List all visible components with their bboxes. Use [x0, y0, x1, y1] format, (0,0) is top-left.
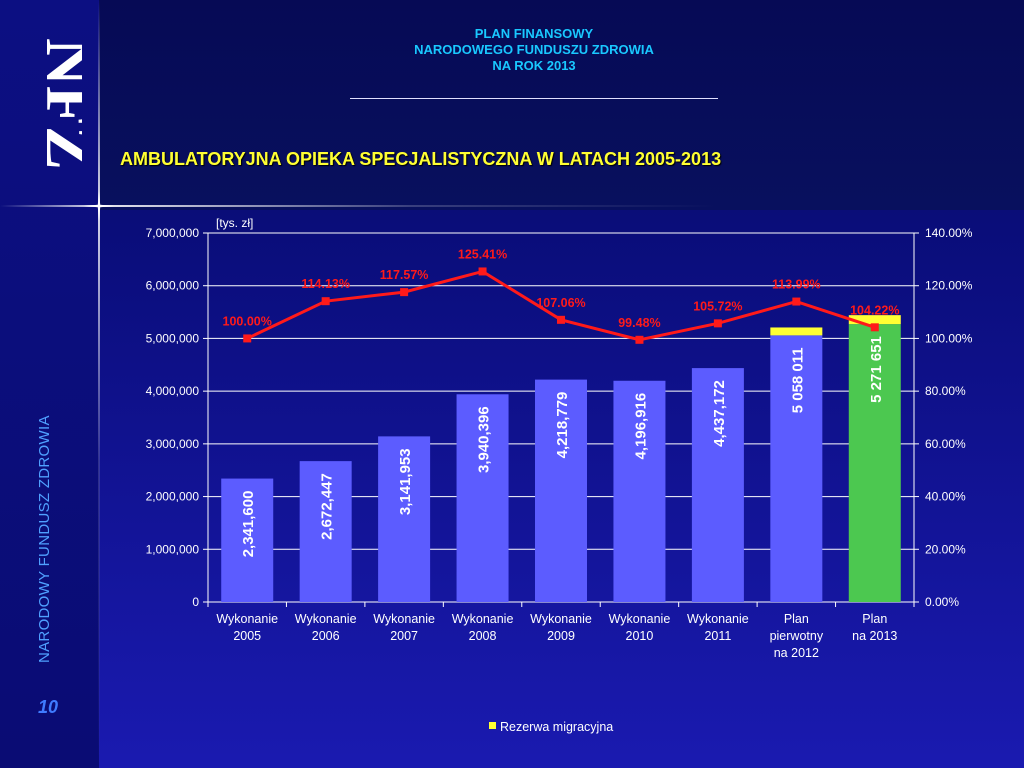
bar [535, 379, 587, 602]
percent-label: 107.06% [536, 296, 585, 310]
title-line-3: NA ROK 2013 [492, 58, 576, 73]
percent-label: 117.57% [380, 268, 429, 282]
bar-value-label: 3,141,953 [397, 448, 414, 515]
y-tick-label: 0 [192, 595, 199, 609]
page-number: 10 [38, 697, 59, 717]
x-tick-label: pierwotny [770, 629, 824, 643]
percent-marker [870, 323, 879, 332]
bar [848, 324, 901, 602]
percent-marker [635, 335, 644, 344]
percent-label: 113.99% [772, 278, 821, 292]
x-tick-label: na 2012 [774, 646, 819, 660]
x-tick-label: Wykonanie [373, 612, 435, 626]
y-tick-label: 1,000,000 [146, 542, 200, 556]
percent-marker [321, 297, 330, 306]
y2-tick-label: 140.00% [925, 226, 973, 240]
y-tick-label: 5,000,000 [146, 331, 200, 345]
chart-title: AMBULATORYJNA OPIEKA SPECJALISTYCZNA W L… [120, 149, 722, 169]
y2-tick-label: 100.00% [925, 331, 973, 345]
y2-tick-label: 60.00% [925, 437, 966, 451]
bar [378, 436, 431, 602]
x-tick-label: 2009 [547, 629, 575, 643]
y-tick-label: 4,000,000 [146, 384, 200, 398]
bar [299, 461, 352, 602]
y2-tick-label: 120.00% [925, 279, 973, 293]
sidebar [0, 0, 99, 768]
y-tick-label: 3,000,000 [146, 437, 200, 451]
x-tick-label: 2010 [626, 629, 654, 643]
x-tick-label: 2011 [704, 629, 731, 643]
percent-label: 125.41% [458, 247, 507, 261]
x-tick-label: 2006 [312, 629, 340, 643]
bar-value-label: 4,196,916 [632, 393, 649, 460]
header-band [99, 0, 1024, 210]
y2-tick-label: 80.00% [925, 384, 966, 398]
y-tick-label: 7,000,000 [146, 226, 200, 240]
y2-tick-label: 20.00% [925, 542, 966, 556]
horizontal-divider [0, 205, 1024, 207]
bar [691, 368, 744, 602]
title-line-1: PLAN FINANSOWY [474, 26, 594, 41]
nfz-logo: NFZ [32, 38, 82, 168]
unit-label: [tys. zł] [216, 216, 253, 230]
x-tick-label: Wykonanie [295, 612, 357, 626]
x-tick-label: Wykonanie [609, 612, 671, 626]
presentation-title: PLAN FINANSOWY NARODOWEGO FUNDUSZU ZDROW… [300, 26, 768, 74]
y-tick-label: 2,000,000 [146, 490, 200, 504]
percent-marker [243, 334, 252, 343]
percent-marker [400, 288, 409, 297]
x-tick-label: Plan [862, 612, 887, 626]
bar [456, 394, 509, 602]
title-line-2: NARODOWEGO FUNDUSZU ZDROWIA [414, 42, 654, 57]
bar [613, 380, 666, 602]
percent-marker [713, 319, 722, 328]
bar-value-label: 2,672,447 [319, 473, 336, 540]
percent-marker [792, 297, 801, 306]
bar-value-label: 4,437,172 [711, 380, 728, 447]
percent-label: 104.22% [850, 303, 899, 317]
bar-value-label: 4,218,779 [554, 392, 571, 459]
y2-tick-label: 40.00% [925, 490, 966, 504]
x-tick-label: Wykonanie [687, 612, 749, 626]
legend-label: Rezerwa migracyjna [500, 720, 613, 734]
bar-value-label: 3,940,396 [476, 406, 493, 473]
legend-swatch [489, 722, 496, 729]
percent-marker [557, 315, 565, 324]
percent-marker [478, 267, 487, 276]
percent-label: 100.00% [223, 314, 272, 328]
bar-value-label: 5 271 651 [868, 336, 885, 403]
y-tick-label: 6,000,000 [146, 279, 200, 293]
bar [770, 335, 823, 602]
percent-label: 114.13% [301, 277, 350, 291]
x-tick-label: 2005 [233, 629, 261, 643]
y2-tick-label: 0.00% [925, 595, 959, 609]
vertical-divider [98, 0, 100, 768]
bar [221, 478, 274, 602]
reserve-bar [770, 327, 823, 336]
bar-value-label: 5 058 011 [789, 347, 806, 413]
x-tick-label: 2007 [390, 629, 418, 643]
percent-label: 99.48% [618, 316, 660, 330]
x-tick-label: Wykonanie [530, 612, 592, 626]
x-tick-label: Wykonanie [216, 612, 278, 626]
x-tick-label: 2008 [469, 629, 497, 643]
bar-value-label: 2,341,600 [240, 491, 257, 558]
title-rule [350, 98, 718, 99]
percent-label: 105.72% [693, 299, 742, 313]
x-tick-label: Wykonanie [452, 612, 514, 626]
logo-text: NFZ [32, 38, 82, 168]
sparkle-icon [84, 191, 114, 221]
x-tick-label: na 2013 [852, 629, 897, 643]
reserve-bar [848, 315, 901, 325]
x-tick-label: Plan [784, 612, 809, 626]
